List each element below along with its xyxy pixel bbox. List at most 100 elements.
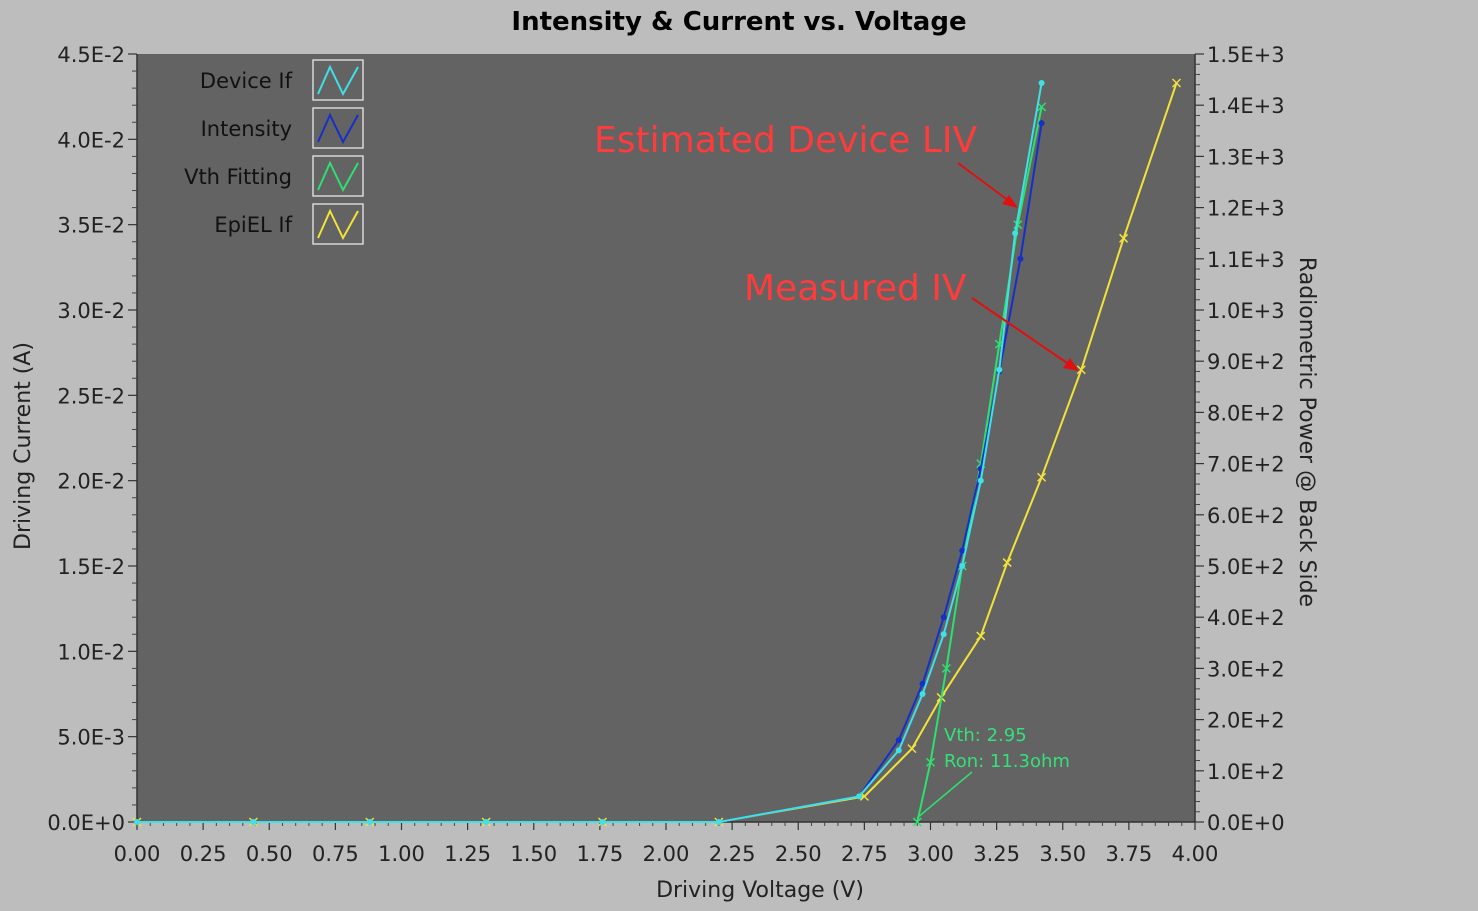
data-point-device-if: [366, 819, 373, 825]
y2-tick-label: 4.0E+2: [1207, 606, 1285, 630]
annotations: Estimated Device LIV Measured IV Vth: 2.…: [594, 120, 1079, 819]
y-tick-label: 0.0E+0: [47, 811, 125, 835]
data-point-intensity: [895, 737, 902, 744]
x-tick-label: 1.50: [510, 842, 557, 866]
vth-pointer: [916, 771, 973, 819]
data-point-device-if: [1038, 80, 1045, 87]
data-point-intensity: [959, 547, 966, 554]
x-tick-label: 1.75: [576, 842, 623, 866]
y2-tick-label: 1.2E+3: [1207, 197, 1285, 221]
x-tick-label: 2.25: [709, 842, 756, 866]
y2-tick-label: 1.0E+3: [1207, 299, 1285, 323]
x-tick-label: 3.50: [1039, 842, 1086, 866]
y2-tick-label: 0.0E+0: [1207, 811, 1285, 835]
data-point-device-if: [483, 819, 490, 825]
y2-tick-label: 2.0E+2: [1207, 709, 1285, 733]
x-tick-label: 3.75: [1105, 842, 1152, 866]
data-point-device-if: [940, 631, 947, 638]
y2-tick-label: 1.3E+3: [1207, 145, 1285, 169]
data-point-device-if: [1012, 230, 1019, 237]
legend-label: Device If: [200, 69, 293, 93]
x-tick-label: 0.75: [312, 842, 359, 866]
y2-tick-label: 8.0E+2: [1207, 401, 1285, 425]
x-tick-label: 3.00: [907, 842, 954, 866]
legend-swatch: [317, 112, 359, 145]
y-tick-label: 2.0E-2: [57, 470, 125, 494]
x-tick-label: 2.75: [841, 842, 888, 866]
x-tick-label: 1.00: [378, 842, 425, 866]
data-point-vth-fitting: [925, 757, 936, 767]
y-axis-label: Driving Current (A): [11, 342, 36, 550]
y-tick-label: 2.5E-2: [57, 384, 125, 408]
chart-title: Intensity & Current vs. Voltage: [511, 7, 966, 37]
y2-tick-label: 3.0E+2: [1207, 657, 1285, 681]
legend-label: Intensity: [201, 117, 292, 141]
data-point-intensity: [1017, 255, 1024, 262]
annotation-estimated-device-liv: Estimated Device LIV: [594, 120, 978, 161]
x-tick-label: 0.00: [114, 842, 161, 866]
data-point-vth-fitting: [1013, 220, 1023, 230]
arrowhead-measured: [1063, 358, 1079, 371]
legend-swatch: [317, 64, 359, 97]
legend-item-vth-fitting: Vth Fitting: [184, 155, 364, 197]
data-point-intensity: [919, 680, 926, 687]
data-point-device-if: [134, 819, 140, 825]
y2-tick-label: 1.1E+3: [1207, 248, 1285, 272]
x-tick-label: 1.25: [444, 842, 491, 866]
y-tick-label: 4.5E-2: [57, 43, 125, 67]
y2-axis-label: Radiometric Power @ Back Side: [1294, 257, 1319, 607]
data-point-vth-fitting: [941, 663, 951, 673]
y-tick-label: 1.0E-2: [57, 640, 125, 664]
data-point-device-if: [977, 477, 984, 484]
arrow-measured: [971, 297, 1074, 368]
y-tick-label: 3.5E-2: [57, 214, 125, 238]
data-point-device-if: [599, 819, 606, 825]
data-point-intensity: [940, 614, 947, 621]
data-point-epiel-if: [976, 631, 986, 641]
data-point-vth-fitting: [912, 817, 922, 827]
y2-tick-label: 1.5E+3: [1207, 43, 1285, 67]
data-point-device-if: [250, 819, 257, 825]
data-point-epiel-if: [1119, 233, 1129, 243]
series-layer: [132, 78, 1182, 827]
y-tick-label: 5.0E-3: [57, 726, 125, 750]
annotation-ron: Ron: 11.3ohm: [944, 751, 1070, 772]
legend-label: EpiEL If: [214, 213, 292, 237]
legend-item-epiel-if: EpiEL If: [214, 203, 364, 245]
x-tick-label: 2.00: [643, 842, 690, 866]
legend-label: Vth Fitting: [184, 165, 292, 189]
legend: Device If Intensity Vth Fitting EpiEL If: [184, 59, 364, 245]
data-point-device-if: [895, 747, 902, 754]
data-point-vth-fitting: [1037, 102, 1047, 112]
y2-tick-label: 1.0E+2: [1207, 760, 1285, 784]
legend-swatch: [317, 208, 359, 241]
x-tick-label: 0.50: [246, 842, 293, 866]
data-point-epiel-if: [1037, 472, 1047, 482]
x-tick-label: 3.25: [973, 842, 1020, 866]
data-point-device-if: [856, 793, 863, 800]
y-tick-label: 3.0E-2: [57, 299, 125, 323]
y-tick-label: 4.0E-2: [57, 128, 125, 152]
data-point-epiel-if: [907, 744, 917, 754]
data-point-epiel-if: [1171, 78, 1182, 88]
x-tick-label: 2.50: [775, 842, 822, 866]
data-point-device-if: [959, 563, 966, 569]
y2-tick-label: 7.0E+2: [1207, 453, 1285, 477]
x-tick-label: 0.25: [180, 842, 227, 866]
annotation-measured-iv: Measured IV: [744, 268, 967, 309]
x-tick-label: 4.00: [1172, 842, 1219, 866]
arrow-estimated: [957, 162, 1014, 205]
legend-swatch: [317, 160, 359, 193]
x-axis-label: Driving Voltage (V): [656, 878, 864, 903]
y2-tick-label: 5.0E+2: [1207, 555, 1285, 579]
y2-tick-label: 9.0E+2: [1207, 350, 1285, 374]
annotation-vth: Vth: 2.95: [944, 725, 1027, 746]
data-point-device-if: [996, 366, 1003, 373]
axes: 0.00 0.25 0.50 0.75 1.00 1.25 1.50 1.75 2.00 2.25…: [47, 43, 1284, 866]
data-point-device-if: [919, 691, 926, 697]
y2-tick-label: 6.0E+2: [1207, 504, 1285, 528]
plot-area: [137, 54, 1195, 822]
data-point-intensity: [1038, 120, 1045, 127]
data-point-device-if: [715, 819, 722, 825]
